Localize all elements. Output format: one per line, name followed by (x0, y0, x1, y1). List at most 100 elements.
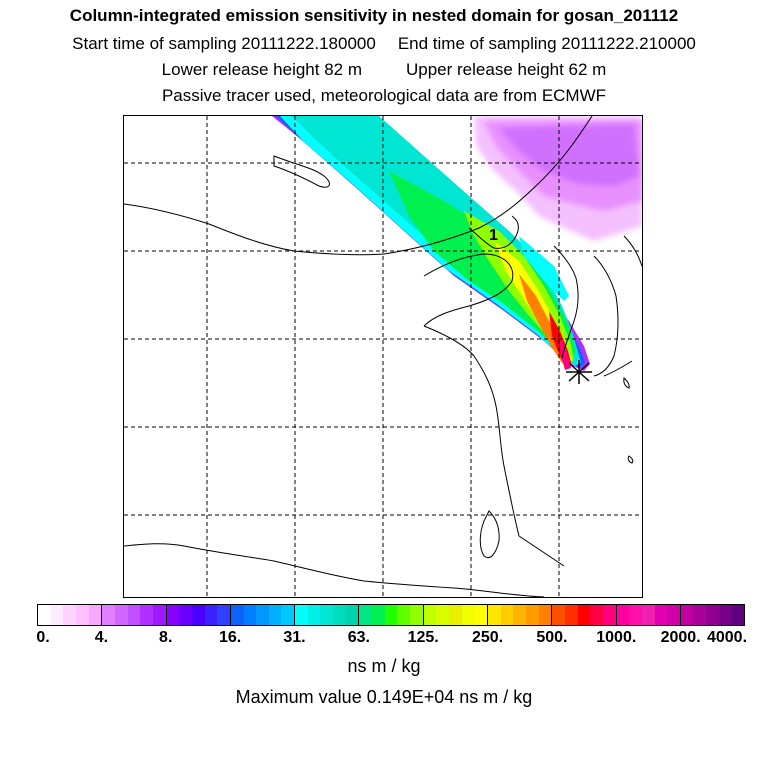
colorbar-cell (295, 605, 308, 625)
sensitivity-patch-northeast (474, 116, 642, 241)
colorbar-tick-label: 63. (347, 629, 370, 646)
release-heights: Lower release height 82 m Upper release h… (0, 60, 768, 80)
colorbar-tick-label: 2000. (660, 629, 701, 646)
colorbar-cell (38, 605, 51, 625)
plot-title: Column-integrated emission sensitivity i… (69, 6, 679, 25)
colorbar-cell (731, 605, 745, 625)
colorbar-cell (204, 605, 218, 625)
colorbar-units: ns m / kg (347, 656, 421, 676)
colorbar-cell (281, 605, 296, 625)
colorbar-cell (577, 605, 591, 625)
colorbar-cell (217, 605, 231, 625)
colorbar-cell (127, 605, 141, 625)
coastline-island (627, 455, 634, 464)
coastline-southwest (124, 543, 545, 597)
colorbar-cell (680, 605, 694, 625)
coastline-korea-south (603, 360, 633, 377)
colorbar-cell (230, 605, 244, 625)
graticule (124, 116, 642, 597)
coastline-bohai (468, 215, 519, 249)
coastline-inland-lake (273, 155, 330, 188)
colorbar-tick-label: 4. (94, 629, 109, 646)
colorbar-cell (461, 605, 475, 625)
colorbar-cell (641, 605, 655, 625)
colorbar-cell (487, 605, 501, 625)
colorbar-cell (513, 605, 526, 625)
colorbar-cell (397, 605, 411, 625)
colorbar-tick-label: 125. (407, 629, 439, 646)
colorbar-tick-label: 16. (218, 629, 242, 646)
colorbar-cell (75, 605, 89, 625)
map-canvas: 1 (124, 116, 642, 597)
sampling-times: Start time of sampling 20111222.180000 En… (0, 34, 768, 54)
colorbar-cell (552, 605, 565, 625)
colorbar-cell (602, 605, 617, 625)
coastline-korea-west (553, 245, 579, 359)
colorbar-tick-label: 31. (283, 629, 306, 646)
colorbar-tick-label: 500. (536, 629, 568, 646)
colorbar-cell (152, 605, 167, 625)
colorbar-cell (693, 605, 707, 625)
coastline-japan (623, 235, 642, 267)
colorbar-cell (372, 605, 385, 625)
colorbar-cell (629, 605, 642, 625)
coastline-korea-east (593, 255, 619, 377)
colorbar-cell (384, 605, 398, 625)
colorbar-cell (307, 605, 321, 625)
colorbar-cell (410, 605, 424, 625)
coastline-northern-border (124, 116, 593, 256)
coastline-jeju (623, 376, 630, 389)
colorbar-cell (50, 605, 64, 625)
colorbar-cell (102, 605, 115, 625)
trajectory-label: 1 (489, 227, 498, 244)
maximum-value: Maximum value 0.149E+04 ns m / kg (235, 687, 533, 707)
colorbar-cell (243, 605, 257, 625)
colorbar-cell (474, 605, 488, 625)
colorbar-cell (140, 605, 153, 625)
sampling-end: End time of sampling 20111222.210000 (397, 34, 696, 53)
colorbar-cell (191, 605, 205, 625)
colorbar-cell (423, 605, 437, 625)
colorbar-cell (256, 605, 269, 625)
coastline-south-china (518, 535, 565, 567)
colorbar-tick-label: 4000. (706, 629, 748, 646)
colorbar-cell (179, 605, 192, 625)
colorbar-tick-label: 0. (36, 629, 50, 646)
colorbar-cell (449, 605, 462, 625)
sampling-start: Start time of sampling 20111222.180000 (72, 34, 376, 53)
colorbar-cell (538, 605, 553, 625)
coastline-east-china (423, 325, 520, 537)
release-site-marker (566, 360, 592, 384)
colorbar-cell (88, 605, 103, 625)
colorbar-cell (63, 605, 76, 625)
colorbar (37, 604, 745, 626)
colorbar-cell (654, 605, 668, 625)
colorbar-tick-label: 250. (471, 629, 504, 646)
sensitivity-map: 1 (123, 115, 643, 598)
colorbar-cell (345, 605, 360, 625)
colorbar-cell (706, 605, 719, 625)
colorbar-tick-label: 1000. (596, 629, 637, 646)
colorbar-cell (320, 605, 334, 625)
colorbar-cell (359, 605, 373, 625)
colorbar-cell (166, 605, 180, 625)
colorbar-cell (114, 605, 128, 625)
colorbar-cell (525, 605, 539, 625)
tracer-info: Passive tracer used, meteorological data… (161, 86, 607, 105)
coastline-taiwan (479, 510, 500, 559)
colorbar-cell (500, 605, 514, 625)
colorbar-tick-label: 8. (159, 629, 173, 646)
colorbar-cell (667, 605, 681, 625)
colorbar-cell (590, 605, 603, 625)
colorbar-cell (268, 605, 282, 625)
coastline-shandong (423, 253, 514, 327)
release-lower: Lower release height 82 m (161, 60, 362, 79)
colorbar-cell (564, 605, 578, 625)
release-upper: Upper release height 62 m (406, 60, 607, 79)
colorbar-cell (436, 605, 449, 625)
colorbar-cell (718, 605, 732, 625)
sensitivity-plume (272, 116, 590, 371)
coastlines (124, 116, 642, 597)
colorbar-cell (616, 605, 630, 625)
colorbar-cell (333, 605, 346, 625)
